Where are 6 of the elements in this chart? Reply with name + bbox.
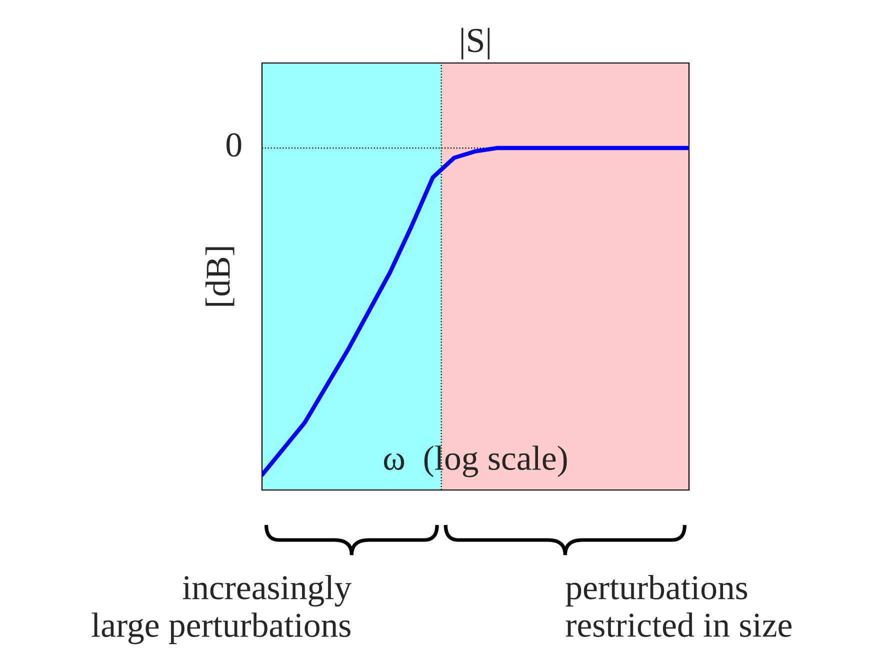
text: perturbations restricted in size [566, 575, 792, 637]
annotation: ω (log scale) [384, 446, 567, 478]
text: increasingly large perturbations [92, 575, 352, 644]
ref-line-label: 0 [226, 133, 242, 157]
chart-title: |S| [462, 28, 490, 60]
y-axis-title: [dB] [206, 247, 234, 306]
